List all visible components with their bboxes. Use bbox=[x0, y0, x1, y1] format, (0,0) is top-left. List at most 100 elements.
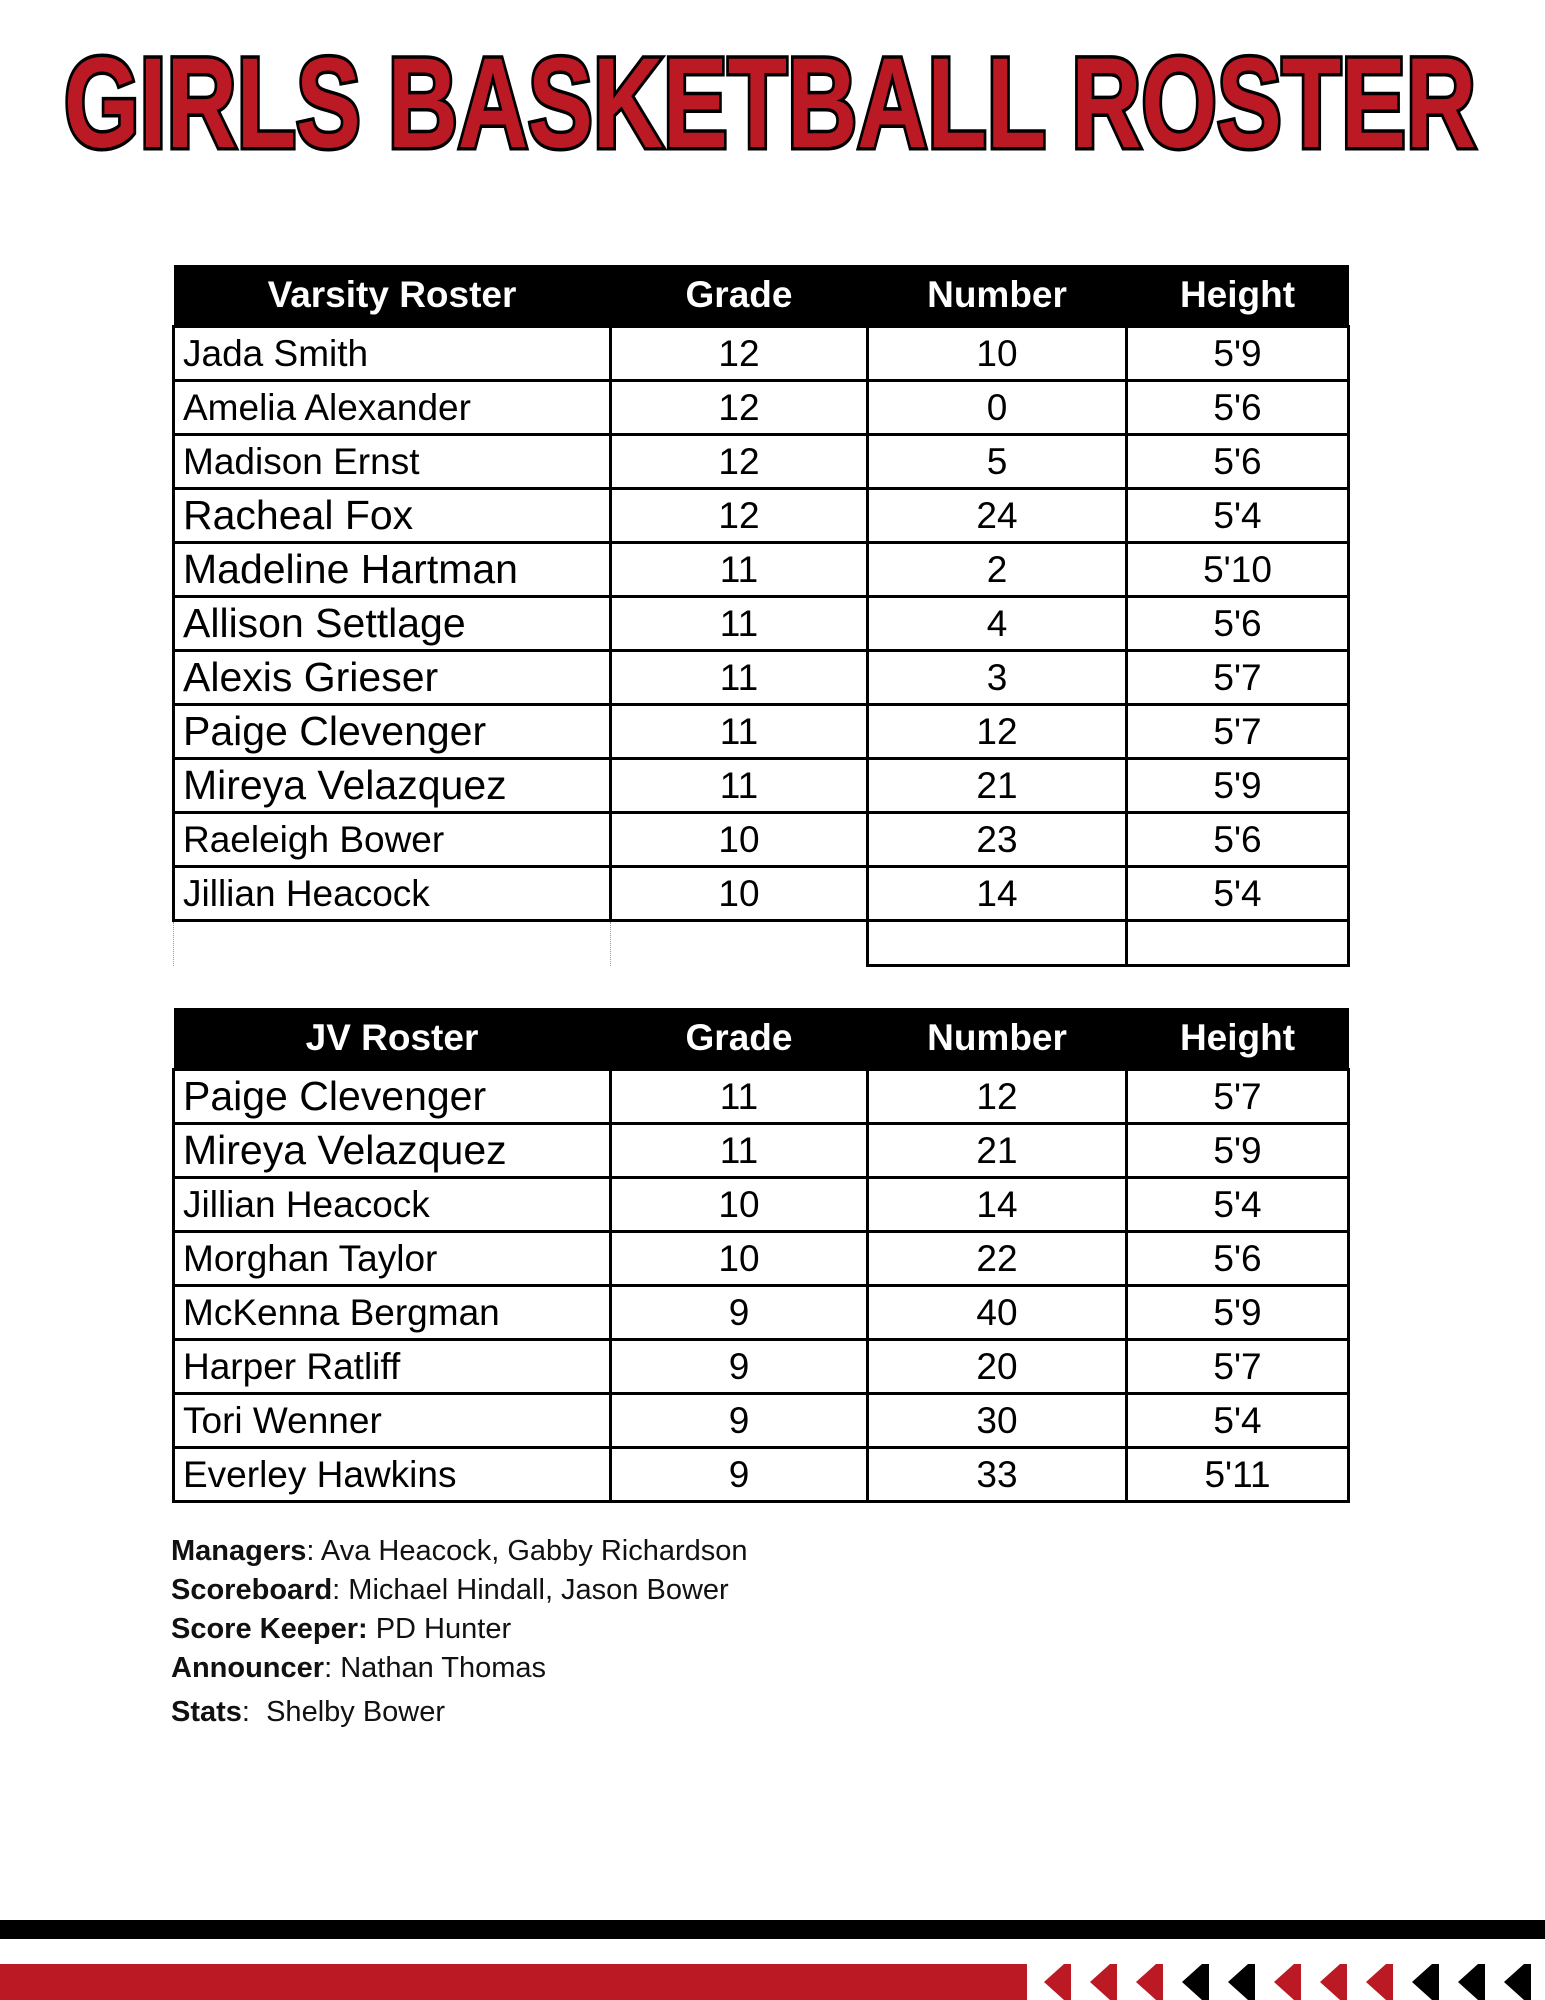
player-number: 22 bbox=[866, 1230, 1128, 1287]
header-number: Number bbox=[867, 265, 1127, 327]
blank-cell bbox=[173, 919, 611, 966]
chevron-left-icon bbox=[1320, 1964, 1347, 2000]
table-row: Madison Ernst 12 5 5'6 bbox=[172, 433, 1350, 490]
player-height: 5'6 bbox=[1125, 811, 1350, 868]
player-name: Amelia Alexander bbox=[172, 379, 612, 436]
player-height: 5'4 bbox=[1125, 1392, 1350, 1449]
table-row: Morghan Taylor 10 22 5'6 bbox=[172, 1230, 1350, 1287]
player-name: McKenna Bergman bbox=[172, 1284, 612, 1341]
player-number: 3 bbox=[866, 649, 1128, 706]
player-grade: 10 bbox=[609, 865, 869, 922]
player-number: 10 bbox=[866, 325, 1128, 382]
player-number: 0 bbox=[866, 379, 1128, 436]
staff-line: Stats: Shelby Bower bbox=[171, 1693, 748, 1732]
staff-names: Shelby Bower bbox=[266, 1696, 446, 1728]
table-row: Paige Clevenger 11 12 5'7 bbox=[172, 703, 1350, 760]
player-name: Mireya Velazquez bbox=[172, 1122, 612, 1179]
chevron-left-icon bbox=[1182, 1964, 1209, 2000]
player-name: Raeleigh Bower bbox=[172, 811, 612, 868]
staff-list: Managers: Ava Heacock, Gabby Richardson S… bbox=[171, 1532, 748, 1732]
header-height: Height bbox=[1126, 265, 1349, 327]
player-name: Jillian Heacock bbox=[172, 865, 612, 922]
player-height: 5'7 bbox=[1125, 703, 1350, 760]
player-name: Jada Smith bbox=[172, 325, 612, 382]
staff-role: Score Keeper: bbox=[171, 1613, 368, 1645]
blank-cell bbox=[866, 919, 1128, 967]
player-number: 23 bbox=[866, 811, 1128, 868]
player-grade: 9 bbox=[609, 1284, 869, 1341]
staff-role: Stats bbox=[171, 1696, 242, 1728]
header-grade: Grade bbox=[610, 1008, 868, 1070]
header-name: JV Roster bbox=[173, 1008, 611, 1070]
staff-names: PD Hunter bbox=[375, 1613, 512, 1645]
player-name: Allison Settlage bbox=[172, 595, 612, 652]
chevron-left-icon bbox=[1136, 1964, 1163, 2000]
player-grade: 11 bbox=[609, 541, 869, 598]
table-row: Allison Settlage 11 4 5'6 bbox=[172, 595, 1350, 652]
title-text: GIRLS BASKETBALL ROSTER bbox=[64, 44, 1476, 164]
player-number: 4 bbox=[866, 595, 1128, 652]
player-height: 5'7 bbox=[1125, 649, 1350, 706]
player-height: 5'9 bbox=[1125, 1284, 1350, 1341]
table-row: Tori Wenner 9 30 5'4 bbox=[172, 1392, 1350, 1449]
blank-row bbox=[173, 919, 1350, 967]
player-number: 14 bbox=[866, 1176, 1128, 1233]
player-name: Madeline Hartman bbox=[172, 541, 612, 598]
player-height: 5'7 bbox=[1125, 1068, 1350, 1125]
player-grade: 12 bbox=[609, 487, 869, 544]
table-row: Jada Smith 12 10 5'9 bbox=[172, 325, 1350, 382]
jv-roster-table: JV Roster Grade Number Height Paige Clev… bbox=[172, 1008, 1350, 1503]
staff-names: Ava Heacock, Gabby Richardson bbox=[320, 1535, 748, 1567]
player-grade: 11 bbox=[609, 703, 869, 760]
player-grade: 11 bbox=[609, 1068, 869, 1125]
staff-role: Scoreboard bbox=[171, 1574, 333, 1606]
staff-separator bbox=[368, 1613, 376, 1645]
page-title: GIRLS BASKETBALL ROSTER bbox=[61, 44, 1480, 164]
player-grade: 11 bbox=[609, 757, 869, 814]
player-height: 5'9 bbox=[1125, 1122, 1350, 1179]
staff-names: Nathan Thomas bbox=[340, 1652, 546, 1684]
player-grade: 9 bbox=[609, 1392, 869, 1449]
footer-black-stripe bbox=[0, 1920, 1545, 1939]
player-grade: 11 bbox=[609, 649, 869, 706]
table-row: Mireya Velazquez 11 21 5'9 bbox=[172, 757, 1350, 814]
table-header-row: JV Roster Grade Number Height bbox=[173, 1008, 1349, 1070]
player-grade: 12 bbox=[609, 433, 869, 490]
staff-role: Announcer bbox=[171, 1652, 325, 1684]
player-number: 20 bbox=[866, 1338, 1128, 1395]
player-number: 33 bbox=[866, 1446, 1128, 1503]
table-row: Raeleigh Bower 10 23 5'6 bbox=[172, 811, 1350, 868]
player-height: 5'6 bbox=[1125, 1230, 1350, 1287]
player-grade: 11 bbox=[609, 1122, 869, 1179]
player-name: Racheal Fox bbox=[172, 487, 612, 544]
player-height: 5'9 bbox=[1125, 757, 1350, 814]
blank-cell bbox=[610, 919, 868, 966]
player-height: 5'6 bbox=[1125, 433, 1350, 490]
player-number: 24 bbox=[866, 487, 1128, 544]
table-row: Paige Clevenger 11 12 5'7 bbox=[172, 1068, 1350, 1125]
staff-line: Scoreboard: Michael Hindall, Jason Bower bbox=[171, 1571, 748, 1610]
player-grade: 9 bbox=[609, 1446, 869, 1503]
staff-separator: : bbox=[332, 1574, 349, 1606]
footer-chevrons bbox=[1044, 1964, 1531, 2000]
player-grade: 12 bbox=[609, 379, 869, 436]
player-height: 5'6 bbox=[1125, 379, 1350, 436]
header-grade: Grade bbox=[610, 265, 868, 327]
varsity-roster-table: Varsity Roster Grade Number Height Jada … bbox=[172, 265, 1350, 967]
player-grade: 10 bbox=[609, 811, 869, 868]
player-height: 5'11 bbox=[1125, 1446, 1350, 1503]
staff-line: Score Keeper: PD Hunter bbox=[171, 1610, 748, 1649]
table-row: Racheal Fox 12 24 5'4 bbox=[172, 487, 1350, 544]
staff-line: Announcer: Nathan Thomas bbox=[171, 1649, 748, 1688]
chevron-left-icon bbox=[1090, 1964, 1117, 2000]
chevron-left-icon bbox=[1458, 1964, 1485, 2000]
player-height: 5'10 bbox=[1125, 541, 1350, 598]
chevron-left-icon bbox=[1274, 1964, 1301, 2000]
player-height: 5'9 bbox=[1125, 325, 1350, 382]
player-name: Paige Clevenger bbox=[172, 1068, 612, 1125]
header-height: Height bbox=[1126, 1008, 1349, 1070]
player-grade: 10 bbox=[609, 1230, 869, 1287]
player-name: Tori Wenner bbox=[172, 1392, 612, 1449]
player-height: 5'4 bbox=[1125, 1176, 1350, 1233]
table-row: Harper Ratliff 9 20 5'7 bbox=[172, 1338, 1350, 1395]
